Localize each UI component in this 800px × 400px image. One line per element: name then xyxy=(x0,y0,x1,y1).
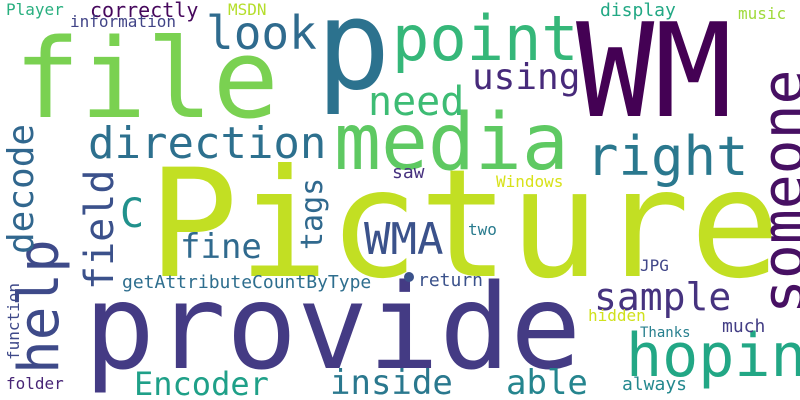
word-look: look xyxy=(206,6,317,60)
word-help: hoping xyxy=(626,321,800,391)
word-thanks: Thanks xyxy=(640,325,691,341)
word-p: p xyxy=(316,0,391,118)
word-always: always xyxy=(622,374,688,395)
word-provide: provide xyxy=(84,258,582,396)
word-decode: decode xyxy=(1,123,42,254)
word-c: C xyxy=(120,191,145,237)
word-wm: WM xyxy=(576,0,733,147)
word-using: using xyxy=(472,57,581,98)
word-media: media xyxy=(334,98,569,188)
word-inside: inside xyxy=(330,363,453,400)
word-fine: fine xyxy=(180,227,262,267)
word-windows: Windows xyxy=(496,172,564,191)
word-field: field xyxy=(77,169,123,290)
word-hidden: hidden xyxy=(588,306,646,325)
word-two: two xyxy=(468,220,497,239)
word-someone: someone xyxy=(749,69,800,314)
word-information: information xyxy=(70,12,176,31)
word-much: much xyxy=(722,316,766,337)
word-return: return xyxy=(418,270,484,291)
bullet-dot xyxy=(404,272,414,282)
word-file: file xyxy=(14,15,279,143)
word-encoder: Encoder xyxy=(134,365,269,400)
word-picture: Picture xyxy=(148,138,781,312)
word-saw: saw xyxy=(392,162,425,183)
word-direction: direction xyxy=(88,118,327,169)
word-point: point xyxy=(392,2,579,75)
word-correctly: correctly xyxy=(90,0,199,22)
word-player: Player xyxy=(6,0,64,19)
word-display: display xyxy=(600,0,676,21)
word-need: need xyxy=(368,79,465,125)
word-function: function xyxy=(4,282,23,360)
word-music: music xyxy=(738,4,787,23)
word-jpg: JPG xyxy=(640,256,669,275)
word-sample: sample xyxy=(594,275,732,319)
word-right: right xyxy=(586,125,749,188)
word-folder: folder xyxy=(6,374,64,393)
word-msdn: MSDN xyxy=(228,0,267,19)
word-tags: tags xyxy=(295,177,330,250)
word-able: able xyxy=(506,363,588,400)
word-getattributecountbytype: getAttributeCountByType xyxy=(122,272,372,293)
word-wma: WMA xyxy=(364,214,444,265)
